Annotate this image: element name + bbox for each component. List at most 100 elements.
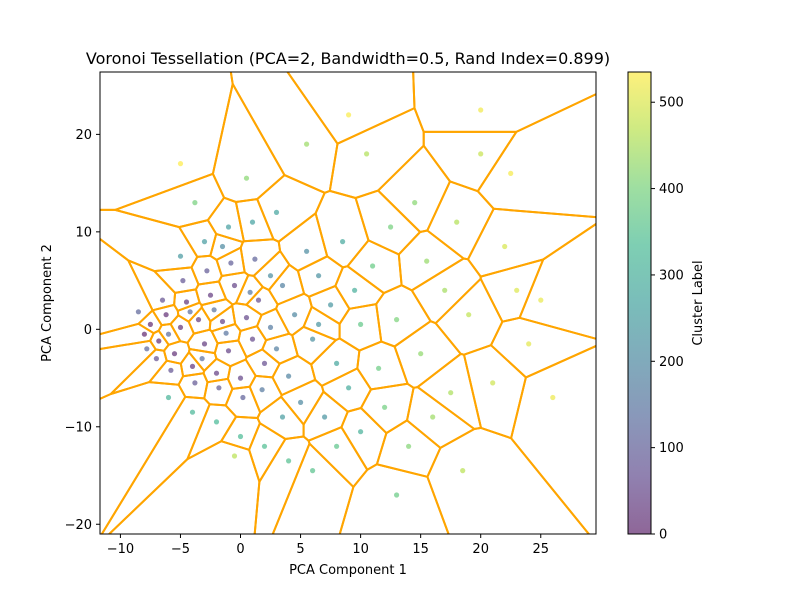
data-point <box>247 289 253 295</box>
data-point <box>243 315 250 321</box>
voronoi-cell <box>338 463 450 534</box>
data-point <box>195 317 202 323</box>
voronoi-cell <box>248 374 283 414</box>
data-point <box>334 360 340 366</box>
colorbar-frame <box>627 71 652 535</box>
voronoi-cell <box>256 395 305 440</box>
data-point <box>213 370 220 376</box>
data-point <box>213 419 220 425</box>
data-point <box>240 394 246 401</box>
voronoi-cell <box>397 229 465 292</box>
colorbar-tick-label: 100 <box>659 441 684 456</box>
data-point <box>219 318 226 325</box>
voronoi-cell <box>237 325 268 359</box>
data-point <box>316 273 322 279</box>
data-point <box>189 409 196 415</box>
voronoi-cell <box>426 180 495 261</box>
x-tick-label: −10 <box>107 542 134 557</box>
data-point <box>168 367 174 373</box>
data-point <box>466 312 472 318</box>
colorbar-tick-label: 300 <box>659 268 684 283</box>
data-point <box>406 443 412 449</box>
data-point <box>394 317 400 323</box>
data-point <box>478 107 484 113</box>
data-point <box>156 338 162 344</box>
colorbar-ticks: 0 100 200 300 400 500 <box>651 96 684 543</box>
voronoi-cell <box>510 344 596 534</box>
data-point <box>219 243 226 250</box>
data-point <box>286 373 292 379</box>
voronoi-cell <box>220 415 261 451</box>
voronoi-cell <box>307 426 369 488</box>
data-point <box>478 151 484 157</box>
data-point <box>358 321 364 327</box>
voronoi-cell <box>211 83 286 203</box>
data-point <box>180 278 186 284</box>
data-point <box>267 273 274 279</box>
data-point <box>165 331 172 337</box>
data-point <box>376 365 382 371</box>
x-tick-label: 5 <box>296 542 304 557</box>
data-point <box>430 414 436 420</box>
colorbar-tick-label: 400 <box>659 182 684 197</box>
data-point <box>316 321 322 327</box>
x-tick-label: 20 <box>472 542 489 557</box>
voronoi-cell <box>328 107 425 199</box>
y-axis-ticks: −20 −10 0 10 20 <box>65 128 100 533</box>
x-axis-label: PCA Component 1 <box>289 563 407 578</box>
data-point <box>223 330 229 336</box>
data-point <box>304 248 310 254</box>
data-point <box>279 282 286 289</box>
data-point <box>273 346 280 352</box>
data-point <box>550 394 556 401</box>
voronoi-cell <box>100 395 211 534</box>
scatter-points <box>135 107 556 498</box>
data-point <box>159 297 166 303</box>
data-point <box>249 219 256 225</box>
voronoi-cell <box>114 172 226 229</box>
plot-area: −10 −5 0 5 10 15 20 25 −20 −10 0 10 20 <box>65 71 597 557</box>
x-tick-label: 25 <box>532 542 549 557</box>
data-point <box>225 348 232 354</box>
x-tick-label: 10 <box>352 542 369 557</box>
voronoi-cell <box>463 344 527 440</box>
data-point <box>163 312 169 318</box>
voronoi-cell <box>107 440 261 534</box>
voronoi-cell <box>375 284 432 348</box>
y-tick-label: −20 <box>65 518 92 533</box>
voronoi-cell <box>360 382 415 435</box>
data-point <box>243 175 250 181</box>
data-point <box>225 224 232 230</box>
voronoi-cell <box>422 130 518 193</box>
data-point <box>322 414 328 420</box>
data-point <box>231 453 238 459</box>
data-point <box>259 387 265 393</box>
chart-title: Voronoi Tessellation (PCA=2, Bandwidth=0… <box>86 49 610 68</box>
data-point <box>201 341 208 347</box>
data-point <box>340 239 346 245</box>
voronoi-cell <box>518 222 596 340</box>
data-point <box>514 287 520 293</box>
data-point <box>310 468 316 474</box>
voronoi-cell <box>148 359 185 386</box>
data-point <box>147 321 153 327</box>
y-tick-label: −10 <box>65 420 92 435</box>
data-point <box>352 287 358 293</box>
colorbar-label: Cluster Label <box>691 260 706 345</box>
data-point <box>388 224 394 230</box>
voronoi-cell <box>210 323 242 345</box>
data-point <box>189 363 196 369</box>
data-point <box>346 385 352 391</box>
data-point <box>508 170 514 176</box>
data-point <box>412 200 418 206</box>
data-point <box>192 380 198 386</box>
data-point <box>394 492 400 498</box>
voronoi-cell <box>213 339 248 368</box>
data-point <box>370 263 376 269</box>
data-point <box>187 309 193 315</box>
voronoi-cell <box>406 386 476 449</box>
data-point <box>216 385 222 391</box>
voronoi-cell <box>206 196 245 244</box>
